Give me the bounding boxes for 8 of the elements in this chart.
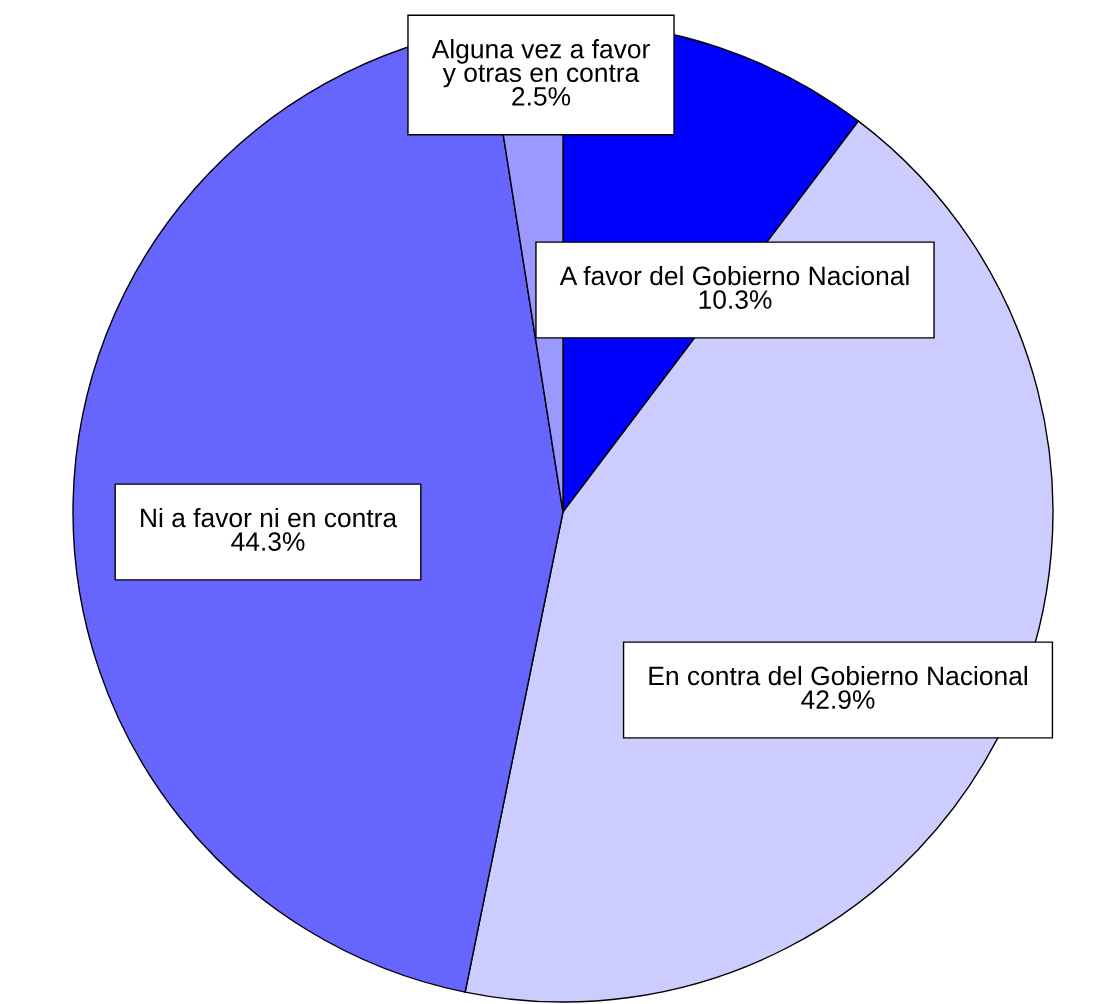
slice-label: A favor del Gobierno Nacional (559, 265, 909, 286)
slice-label: Alguna vez a favor y otras en contra (431, 39, 650, 88)
data-label: 2.5% (512, 87, 571, 106)
slice-label: Ni a favor ni en contra (141, 507, 398, 528)
data-label: 10.3% (699, 290, 772, 309)
slice-label: En contra del Gobierno Nacional (649, 665, 1027, 686)
data-label: 42.9% (801, 690, 875, 709)
data-label: 44.3% (231, 532, 305, 551)
